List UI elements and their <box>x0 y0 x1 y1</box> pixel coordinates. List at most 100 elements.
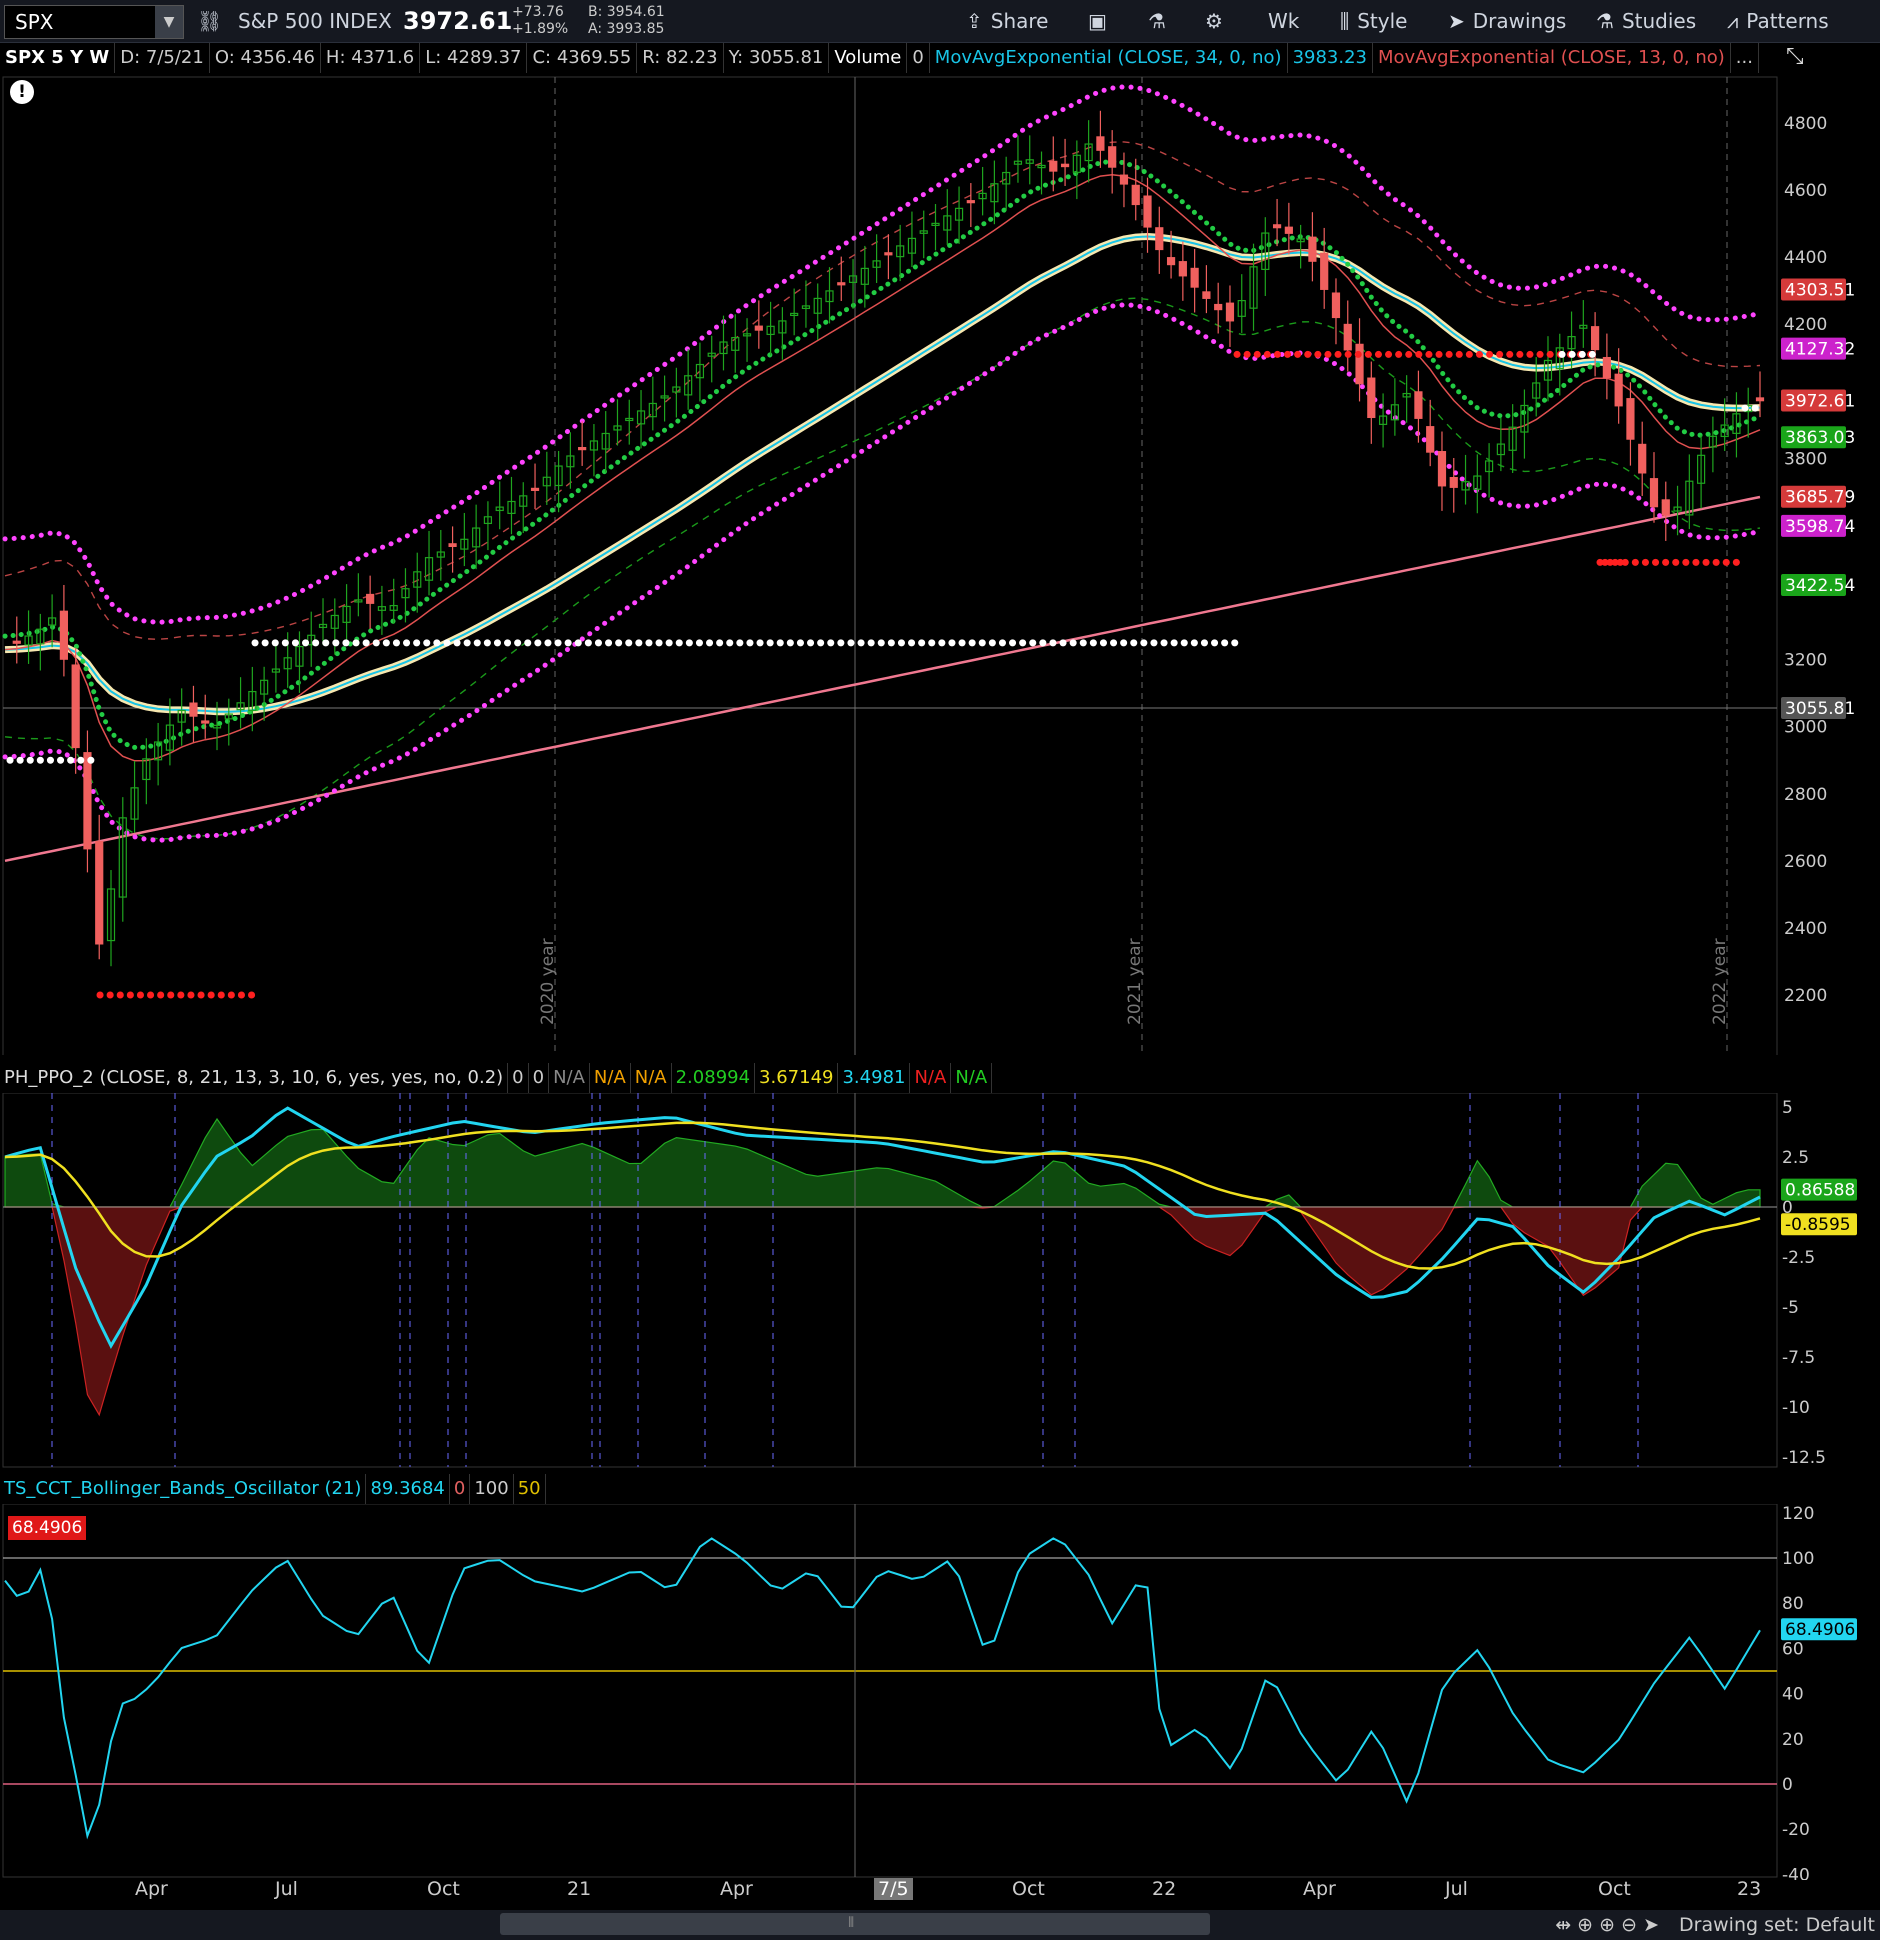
candle-body <box>24 635 33 646</box>
crosshair-icon[interactable]: ⊕ <box>1577 1914 1594 1936</box>
patterns-button[interactable]: ⩘ Patterns <box>1727 0 1829 42</box>
price-axis-label: 4600 <box>1784 181 1827 201</box>
style-button[interactable]: ⫼ Style <box>1340 0 1407 42</box>
price-badge-label: 4127.32 <box>1785 340 1855 360</box>
candle-body <box>578 447 587 451</box>
candle-body <box>1013 160 1023 165</box>
candle-body <box>248 690 257 712</box>
ppo-val-5: 2.08994 <box>672 1063 756 1093</box>
candle-body <box>236 702 245 711</box>
candle-body <box>483 516 493 525</box>
candle-body <box>1249 266 1258 309</box>
ppo-axis-label: -12.5 <box>1782 1448 1826 1468</box>
candle-body <box>1508 426 1517 451</box>
candle-body <box>954 207 964 221</box>
candle-body <box>754 325 763 331</box>
candle-body <box>801 305 811 310</box>
top-toolbar: SPX ▼ ⛓ S&P 500 INDEX 3972.61 +73.76 +1.… <box>0 0 1880 43</box>
bbo-axis-label: 60 <box>1782 1639 1804 1659</box>
bid-value: B: 3954.61 <box>588 4 665 20</box>
price-chart[interactable]: 2020 year 2021 year 2022 year 4800 4600 4400… <box>0 73 1880 1055</box>
bbo-header: TS_CCT_Bollinger_Bands_Oscillator (21) 89… <box>0 1474 546 1504</box>
candle-body <box>295 645 304 667</box>
bbo-chart[interactable]: 120 100 80 60 40 20 0 -20 -40 68.4906 <box>0 1504 1880 1880</box>
drawings-button[interactable]: ➤ Drawings <box>1448 0 1566 42</box>
cursor-icon[interactable]: ➤ <box>1643 1914 1659 1936</box>
ppo-val-3: N/A <box>590 1063 631 1093</box>
symbol-input[interactable]: SPX ▼ <box>4 5 184 39</box>
price-axis-label: 4400 <box>1784 248 1827 268</box>
net-change: +73.76 +1.89% <box>512 4 568 38</box>
candle-body <box>731 336 740 351</box>
candle-body <box>848 275 858 283</box>
studies-button[interactable]: ⚗ Studies <box>1596 0 1696 42</box>
candle-body <box>1555 347 1564 370</box>
last-price: 3972.61 <box>403 7 513 35</box>
zoom-out-icon[interactable]: ⊖ <box>1621 1914 1638 1936</box>
ppo-chart[interactable]: 5 2.5 0 -2.5 -5 -7.5 -10 -12.5 0.86588 -0.8595 <box>0 1093 1880 1470</box>
ppo-val-2: N/A <box>549 1063 590 1093</box>
upper-band-dashed <box>4 141 1761 641</box>
price-axis-label: 3800 <box>1784 449 1827 469</box>
candle-body <box>719 341 728 355</box>
pan-icon[interactable]: ⇹ <box>1555 1914 1572 1936</box>
alert-icon[interactable]: ! <box>10 80 34 104</box>
candle-body <box>1543 359 1553 381</box>
ppo-axis-label: 0 <box>1782 1198 1793 1218</box>
studies-label: Studies <box>1621 9 1697 33</box>
lower-band-dashed <box>4 297 1761 840</box>
ema34-study[interactable]: MovAvgExponential (CLOSE, 34, 0, no) <box>930 43 1288 73</box>
change-percent: +1.89% <box>512 21 569 37</box>
chevron-down-icon[interactable]: ▼ <box>155 6 183 38</box>
candle-body <box>448 543 457 547</box>
bar-range: R: 82.23 <box>637 43 724 73</box>
change-value: +73.76 <box>512 4 564 20</box>
candle-body <box>436 551 445 558</box>
price-axis-label: 2600 <box>1784 852 1827 872</box>
horizontal-scrollbar[interactable]: ⦀ <box>500 1913 1210 1935</box>
chart-settings-icon[interactable]: ▣ <box>1088 9 1107 33</box>
drawing-set-label[interactable]: Drawing set: Default <box>1679 1914 1875 1936</box>
candle-body <box>1732 413 1741 434</box>
ppo-axis-label: -10 <box>1782 1398 1810 1418</box>
time-axis-label: Jul <box>1445 1878 1468 1900</box>
price-axis-label: 3000 <box>1784 718 1827 738</box>
candle-body <box>943 215 952 231</box>
candle-body <box>1697 454 1706 484</box>
gear-icon[interactable]: ⚙ <box>1205 9 1223 33</box>
candle-body <box>413 571 422 588</box>
time-axis-label: Apr <box>135 1878 168 1900</box>
bbo-study-name[interactable]: TS_CCT_Bollinger_Bands_Oscillator (21) <box>0 1474 367 1504</box>
ema13-study[interactable]: MovAvgExponential (CLOSE, 13, 0, no) <box>1373 43 1731 73</box>
price-badge <box>1781 696 1846 719</box>
share-button[interactable]: ⇪ Share <box>966 0 1048 42</box>
candle-body <box>165 724 174 751</box>
candle-body <box>283 657 292 670</box>
zoom-in-icon[interactable]: ⊕ <box>1599 1914 1616 1936</box>
ppo-study-name[interactable]: PH_PPO_2 (CLOSE, 8, 21, 13, 3, 10, 6, ye… <box>0 1063 509 1093</box>
candle-body <box>1720 424 1729 438</box>
price-badge-label: 3972.61 <box>1785 391 1855 411</box>
link-icon[interactable]: ⛓ <box>197 9 223 33</box>
more-studies[interactable]: ... <box>1731 43 1759 73</box>
bar-high: H: 4371.6 <box>321 43 421 73</box>
candles-icon: ⫼ <box>1340 9 1350 33</box>
flask-icon[interactable]: ⚗ <box>1148 9 1166 33</box>
share-label: Share <box>990 9 1049 33</box>
ppo-val-7: 3.4981 <box>838 1063 911 1093</box>
candle-body <box>1237 299 1246 317</box>
candle-body <box>1602 356 1611 379</box>
bar-close: C: 4369.55 <box>527 43 638 73</box>
bbo-chart-frame <box>2 1504 1778 1878</box>
price-badge <box>1781 337 1846 360</box>
ppo-val-9: N/A <box>951 1063 993 1093</box>
candle-body <box>1579 324 1588 329</box>
aggregation-button[interactable]: Wk <box>1268 9 1300 33</box>
candle-body <box>872 260 881 268</box>
candle-body <box>401 588 410 599</box>
candle-body <box>354 599 363 603</box>
collapse-chart-icon[interactable]: ⤡ <box>1786 44 1804 69</box>
bar-open: O: 4356.46 <box>210 43 321 73</box>
candle-body <box>59 610 68 660</box>
candle-body <box>1755 397 1765 402</box>
